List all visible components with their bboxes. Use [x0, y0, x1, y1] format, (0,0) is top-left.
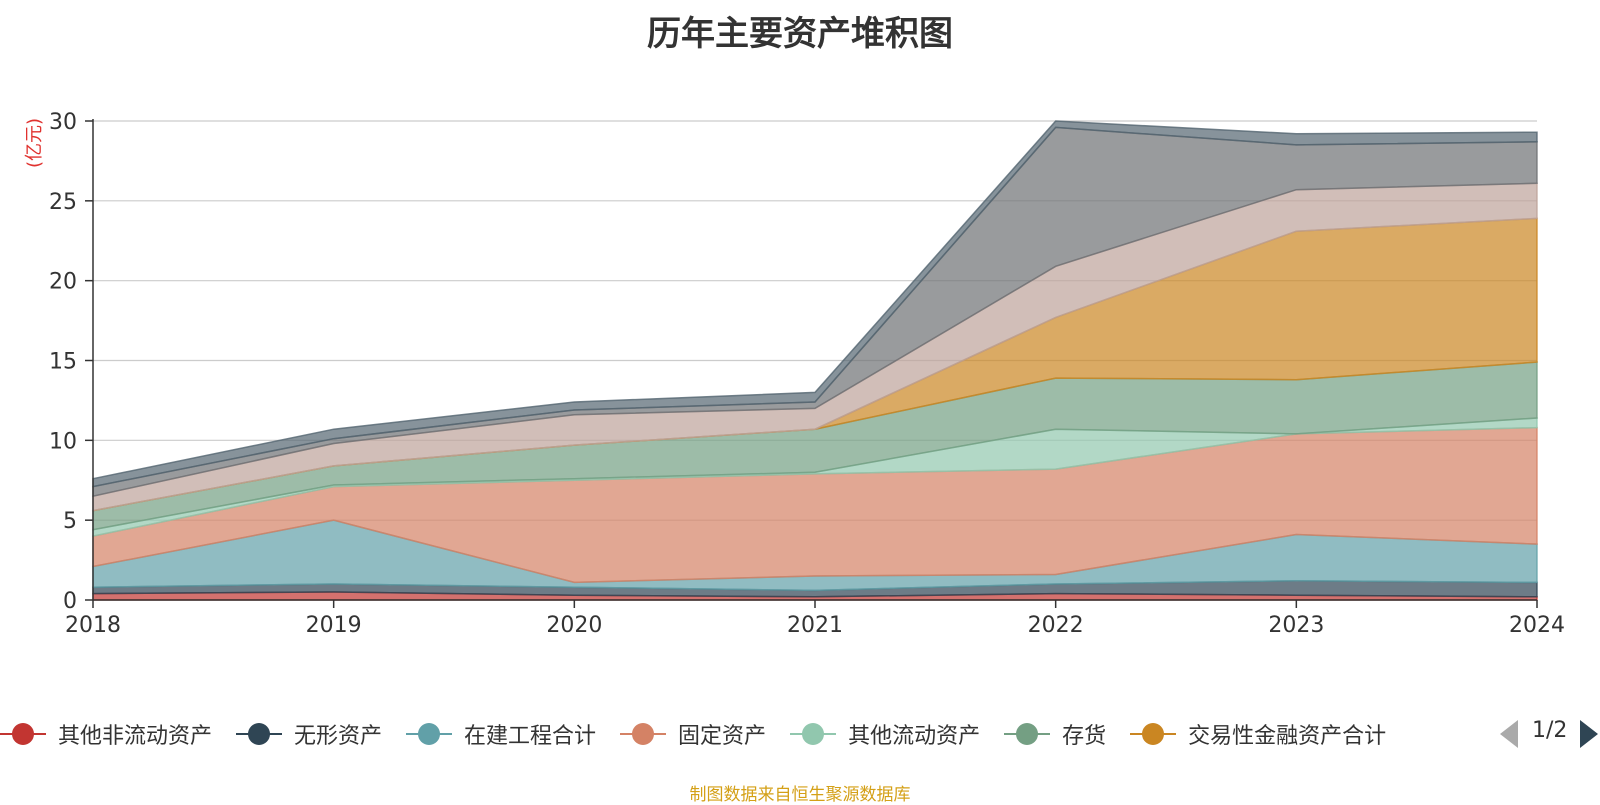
legend-item-label: 交易性金融资产合计: [1188, 724, 1387, 749]
legend-item[interactable]: 交易性金融资产合计: [1130, 716, 1386, 752]
x-tick-label-3: 2021: [787, 613, 843, 638]
legend-item[interactable]: 固定资产: [620, 716, 766, 752]
legend-prev-page-icon[interactable]: [1500, 720, 1518, 748]
x-tick-label-4: 2022: [1028, 613, 1084, 638]
y-tick-label-4: 20: [49, 270, 77, 295]
legend-marker-icon: [236, 716, 283, 752]
legend-next-page-icon[interactable]: [1580, 720, 1598, 748]
legend-item-label: 无形资产: [294, 724, 383, 749]
y-tick-label-3: 15: [49, 350, 77, 375]
legend-item-label: 其他非流动资产: [58, 724, 213, 749]
legend-item-label: 固定资产: [678, 724, 767, 749]
legend-item-label: 在建工程合计: [464, 724, 597, 749]
y-tick-label-5: 25: [49, 190, 77, 215]
chart-title: 历年主要资产堆积图: [647, 14, 953, 54]
legend-item[interactable]: 在建工程合计: [406, 716, 596, 752]
x-tick-label-2: 2020: [546, 613, 602, 638]
legend-marker-icon: [0, 716, 46, 752]
legend-item[interactable]: 其他非流动资产: [0, 716, 212, 752]
legend-marker-icon: [790, 716, 837, 752]
area-series-9: [92, 120, 1538, 488]
legend: 其他非流动资产 无形资产 在建工程合计 固定资产 其他流动资产 存货 交易性金融资产合计: [0, 716, 1600, 752]
legend-item[interactable]: 其他流动资产: [790, 716, 980, 752]
data-source-note: 制图数据来自恒生聚源数据库: [689, 785, 911, 805]
y-tick-label-1: 5: [63, 509, 77, 534]
legend-item[interactable]: 存货: [1004, 716, 1106, 752]
legend-item-label: 存货: [1062, 724, 1107, 749]
x-tick-label-6: 2024: [1509, 613, 1565, 638]
legend-marker-icon: [620, 716, 667, 752]
legend-marker-icon: [406, 716, 453, 752]
stacked-area-chart: 0 5 10 15 20 25 30 2018 2019 2020 2021 2022 2023 2024: [49, 110, 1565, 638]
legend-page-indicator: 1/2: [1532, 718, 1568, 743]
legend-item-label: 其他流动资产: [848, 724, 981, 749]
y-tick-label-2: 10: [49, 429, 77, 454]
legend-item[interactable]: 无形资产: [236, 716, 382, 752]
x-tick-label-5: 2023: [1268, 613, 1324, 638]
y-tick-label-0: 0: [63, 589, 77, 614]
legend-marker-icon: [1130, 716, 1177, 752]
x-tick-label-1: 2019: [306, 613, 362, 638]
y-tick-label-6: 30: [49, 110, 77, 135]
legend-pager: 1/2: [1500, 716, 1600, 752]
x-tick-label-0: 2018: [65, 613, 121, 638]
legend-marker-icon: [1004, 716, 1051, 752]
